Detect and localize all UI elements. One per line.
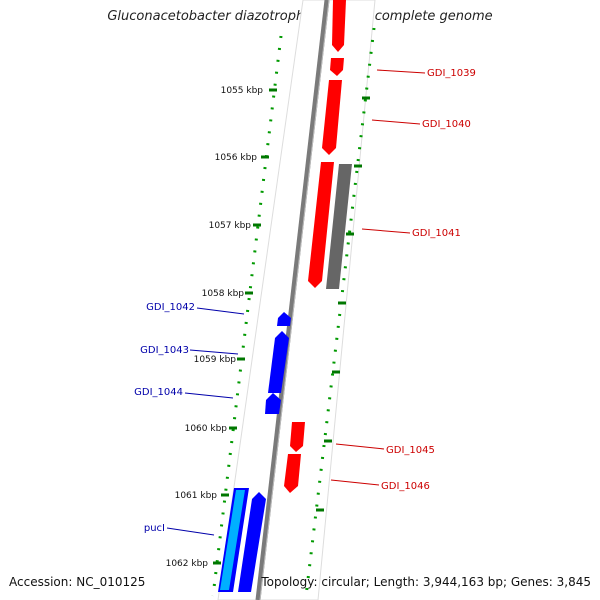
leader-line: [166, 527, 215, 536]
gene-label-gdi-1043[interactable]: GDI_1043: [140, 345, 189, 356]
forward-gene-labels: GDI_1039 GDI_1040 GDI_1041 GDI_1045 GDI_…: [330, 68, 476, 492]
accession-label: Accession: NC_010125: [9, 575, 146, 589]
reverse-gene-labels: GDI_1042 GDI_1043 GDI_1044 pucI: [134, 302, 245, 536]
gene-arrow-top[interactable]: [332, 0, 346, 52]
tick-label: 1061 kbp: [175, 491, 218, 501]
leader-line: [196, 307, 245, 315]
scale-ticks: 1055 kbp 1056 kbp 1057 kbp 1058 kbp 1059…: [166, 86, 277, 569]
map-band: [217, 0, 376, 600]
leader-line: [376, 69, 426, 74]
gene-label-gdi-1042[interactable]: GDI_1042: [146, 302, 195, 313]
gene-arrow-gdi-1039[interactable]: [330, 58, 344, 76]
tick-label: 1055 kbp: [221, 86, 264, 96]
reverse-genes: [218, 312, 291, 592]
genome-backbone-highlight: [259, 0, 330, 600]
gene-arrow-gdi-1045[interactable]: [290, 422, 305, 452]
tick-label: 1062 kbp: [166, 559, 209, 569]
gene-arrow-gdi-1042[interactable]: [277, 312, 291, 326]
leader-line: [184, 392, 234, 399]
tick-label: 1057 kbp: [209, 221, 252, 231]
gene-arrow-long-reverse[interactable]: [238, 492, 266, 592]
gene-label-gdi-1045[interactable]: GDI_1045: [386, 445, 435, 456]
gene-arrow-gdi-1041[interactable]: [308, 162, 334, 288]
leader-line: [330, 479, 380, 486]
gene-label-gdi-1046[interactable]: GDI_1046: [381, 481, 430, 492]
gene-label-gdi-1044[interactable]: GDI_1044: [134, 387, 183, 398]
forward-genes: [284, 0, 346, 493]
leader-line: [189, 349, 239, 355]
map-title: Gluconacetobacter diazotrophicus PAI 5, …: [107, 9, 493, 24]
tick-label: 1056 kbp: [215, 153, 258, 163]
gray-feature-block[interactable]: [326, 164, 352, 289]
leader-line: [335, 443, 385, 450]
tick-label: 1059 kbp: [194, 355, 237, 365]
gene-label-gdi-1041[interactable]: GDI_1041: [412, 228, 461, 239]
gene-label-puci[interactable]: pucI: [144, 523, 165, 534]
genome-summary: Topology: circular; Length: 3,944,163 bp…: [261, 575, 591, 589]
gene-arrow-gdi-1044[interactable]: [265, 393, 281, 414]
gene-bar-puci[interactable]: [220, 490, 245, 590]
gene-label-gdi-1040[interactable]: GDI_1040: [422, 119, 471, 130]
gene-arrow-gdi-1043[interactable]: [268, 331, 289, 393]
gene-label-gdi-1039[interactable]: GDI_1039: [427, 68, 476, 79]
outer-ticks: [316, 96, 370, 512]
leader-line: [371, 119, 421, 125]
gene-arrow-gdi-1046[interactable]: [284, 454, 301, 493]
leader-line: [361, 228, 411, 234]
gene-arrow-gdi-1040[interactable]: [322, 80, 342, 155]
tick-label: 1060 kbp: [185, 424, 228, 434]
genome-backbone: [255, 0, 330, 600]
tick-label: 1058 kbp: [202, 289, 245, 299]
